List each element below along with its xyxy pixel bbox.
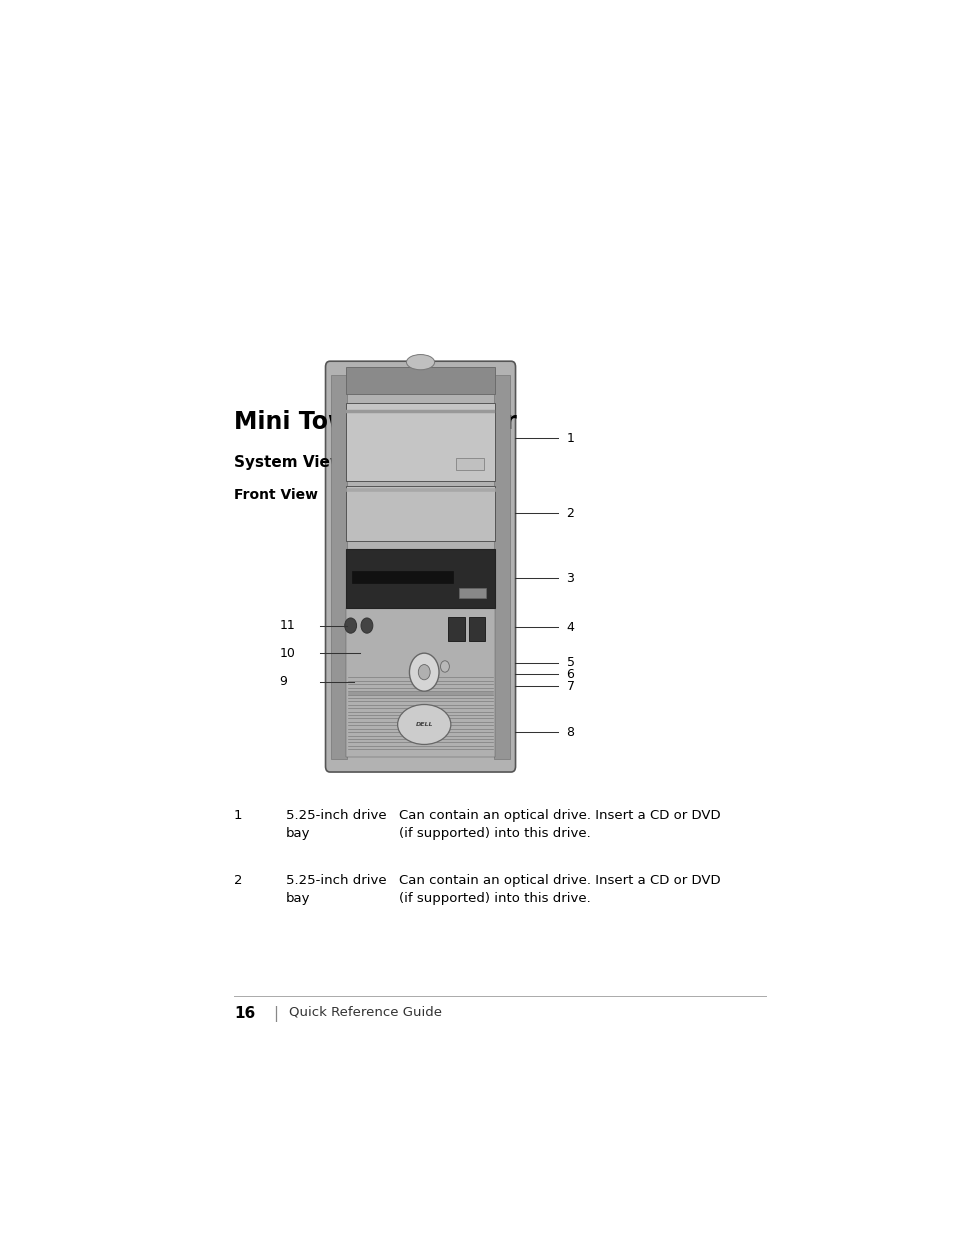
Text: 9: 9 — [279, 676, 287, 688]
Bar — [346, 410, 495, 412]
Text: 8: 8 — [566, 726, 574, 739]
Bar — [331, 374, 347, 758]
Ellipse shape — [406, 354, 435, 369]
Text: 11: 11 — [279, 619, 295, 632]
Text: 2: 2 — [566, 506, 574, 520]
Bar — [456, 458, 484, 469]
Bar — [346, 403, 495, 482]
Ellipse shape — [397, 704, 451, 745]
Circle shape — [344, 618, 356, 634]
Bar — [346, 367, 495, 394]
Circle shape — [360, 618, 373, 634]
Text: 1: 1 — [233, 809, 242, 823]
Text: 4: 4 — [566, 621, 574, 634]
Bar — [448, 618, 464, 641]
Text: |: | — [273, 1007, 278, 1021]
Text: 16: 16 — [233, 1007, 254, 1021]
Text: 5: 5 — [566, 656, 574, 669]
Text: Mini Tower Computer: Mini Tower Computer — [233, 410, 517, 433]
Text: 2: 2 — [233, 874, 242, 887]
Text: 5.25-inch drive
bay: 5.25-inch drive bay — [285, 874, 386, 905]
Circle shape — [440, 661, 449, 672]
Bar — [494, 374, 510, 758]
Text: 3: 3 — [566, 572, 574, 584]
Bar — [346, 548, 495, 608]
Text: Quick Reference Guide: Quick Reference Guide — [289, 1007, 442, 1019]
Bar — [459, 589, 485, 598]
Text: 1: 1 — [566, 432, 574, 445]
Circle shape — [409, 653, 438, 692]
Text: DELL: DELL — [416, 722, 433, 727]
Circle shape — [417, 664, 430, 679]
Bar — [469, 618, 485, 641]
Text: 7: 7 — [566, 680, 574, 693]
FancyBboxPatch shape — [325, 361, 515, 772]
Text: Can contain an optical drive. Insert a CD or DVD
(if supported) into this drive.: Can contain an optical drive. Insert a C… — [398, 809, 720, 840]
Text: 10: 10 — [279, 647, 295, 659]
Text: 5.25-inch drive
bay: 5.25-inch drive bay — [285, 809, 386, 840]
Bar — [346, 488, 495, 490]
Bar — [352, 572, 453, 583]
Text: Front View: Front View — [233, 488, 317, 501]
Text: System Views: System Views — [233, 456, 353, 471]
Bar — [346, 608, 495, 757]
Bar — [346, 485, 495, 541]
Text: Can contain an optical drive. Insert a CD or DVD
(if supported) into this drive.: Can contain an optical drive. Insert a C… — [398, 874, 720, 905]
Text: 6: 6 — [566, 668, 574, 680]
